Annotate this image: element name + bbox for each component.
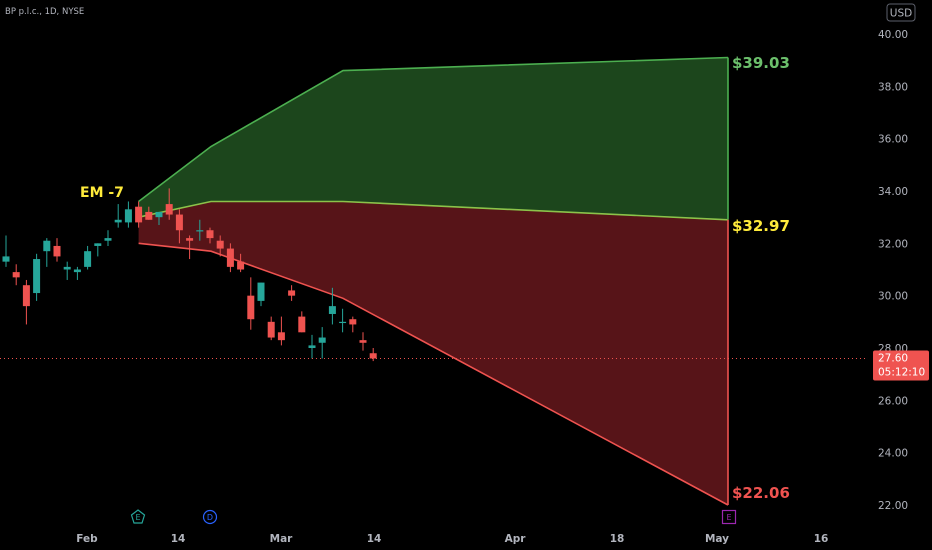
current-price-badge-bg (873, 350, 929, 381)
candle-body[interactable] (145, 211, 153, 220)
candle-body[interactable] (328, 306, 336, 314)
price-tick-label: 22.00 (878, 500, 908, 512)
earnings-event-marker[interactable] (130, 509, 146, 524)
candle-body[interactable] (206, 230, 214, 239)
candle-body[interactable] (73, 269, 81, 273)
candle-body[interactable] (267, 321, 275, 338)
countdown-timer: 05:12:10 (878, 366, 925, 378)
candle-body[interactable] (288, 290, 296, 296)
upper-target-label: $39.03 (732, 54, 790, 72)
middle-target-label: $32.97 (732, 217, 790, 235)
lower-target-label: $22.06 (732, 484, 790, 502)
event-letter: D (207, 513, 213, 522)
candle-body[interactable] (94, 243, 102, 246)
candle-body[interactable] (369, 353, 377, 359)
expected-move-label: EM -7 (80, 185, 124, 201)
chart-header-symbol: BP p.l.c., 1D, NYSE (5, 7, 84, 17)
current-price-badge: 27.60 05:12:10 (873, 350, 929, 381)
candle-body[interactable] (22, 285, 30, 307)
time-tick-label: Mar (270, 533, 294, 545)
candle-body[interactable] (318, 337, 326, 343)
candle-body[interactable] (277, 332, 285, 341)
candlestick-series[interactable] (2, 188, 377, 362)
middle-move-line (138, 200, 729, 221)
candle-body[interactable] (247, 295, 255, 320)
candle-body[interactable] (124, 209, 132, 223)
candle-body[interactable] (216, 240, 224, 249)
time-axis[interactable]: Feb 14 Mar 14 Apr 18 May 16 (76, 533, 828, 545)
candle-body[interactable] (12, 272, 20, 278)
candle-body[interactable] (226, 248, 234, 267)
currency-label: USD (890, 8, 912, 20)
candle-body[interactable] (175, 214, 183, 231)
price-tick-label: 38.00 (878, 81, 908, 93)
earnings-event-marker[interactable] (721, 509, 737, 525)
event-letter: E (726, 513, 731, 522)
candle-body[interactable] (298, 316, 306, 333)
candle-body[interactable] (63, 266, 71, 270)
price-axis[interactable]: 22.0024.0026.0028.0030.0032.0034.0036.00… (878, 29, 908, 512)
time-tick-label: 18 (610, 533, 625, 545)
candle-body[interactable] (237, 261, 245, 270)
candle-body[interactable] (104, 238, 112, 241)
time-tick-label: 14 (171, 533, 186, 545)
time-tick-label: Feb (76, 533, 98, 545)
candle-body[interactable] (308, 345, 316, 348)
event-letter: E (135, 513, 140, 522)
price-tick-label: 34.00 (878, 186, 908, 198)
currency-button[interactable]: USD (886, 3, 916, 22)
candle-body[interactable] (349, 319, 357, 325)
dividend-event-marker[interactable] (202, 509, 218, 525)
candle-body[interactable] (2, 256, 10, 262)
time-tick-label: Apr (505, 533, 527, 545)
price-tick-label: 40.00 (878, 29, 908, 41)
price-tick-label: 24.00 (878, 448, 908, 460)
current-price-value: 27.60 (878, 352, 908, 364)
currency-button-frame (886, 3, 916, 22)
candle-body[interactable] (43, 240, 51, 252)
candle-body[interactable] (135, 206, 143, 223)
candle-body[interactable] (339, 321, 347, 324)
time-tick-label: 14 (367, 533, 382, 545)
time-tick-label: May (705, 533, 729, 545)
candle-body[interactable] (196, 230, 204, 232)
expected-move-bands (138, 56, 729, 506)
candle-body[interactable] (359, 340, 367, 343)
time-tick-label: 16 (814, 533, 829, 545)
price-tick-label: 32.00 (878, 238, 908, 250)
price-tick-label: 30.00 (878, 291, 908, 303)
candle-body[interactable] (84, 251, 92, 267)
price-tick-label: 26.00 (878, 395, 908, 407)
candle-body[interactable] (114, 219, 122, 223)
candle-body[interactable] (257, 282, 265, 301)
candle-body[interactable] (155, 211, 163, 218)
upper-move-area (138, 57, 729, 220)
lower-move-line (138, 242, 729, 506)
candle-body[interactable] (53, 245, 61, 257)
candle-body[interactable] (165, 204, 173, 215)
price-tick-label: 36.00 (878, 134, 908, 146)
candle-body[interactable] (186, 238, 194, 241)
candle-body[interactable] (33, 259, 41, 294)
upper-move-line (138, 56, 729, 203)
